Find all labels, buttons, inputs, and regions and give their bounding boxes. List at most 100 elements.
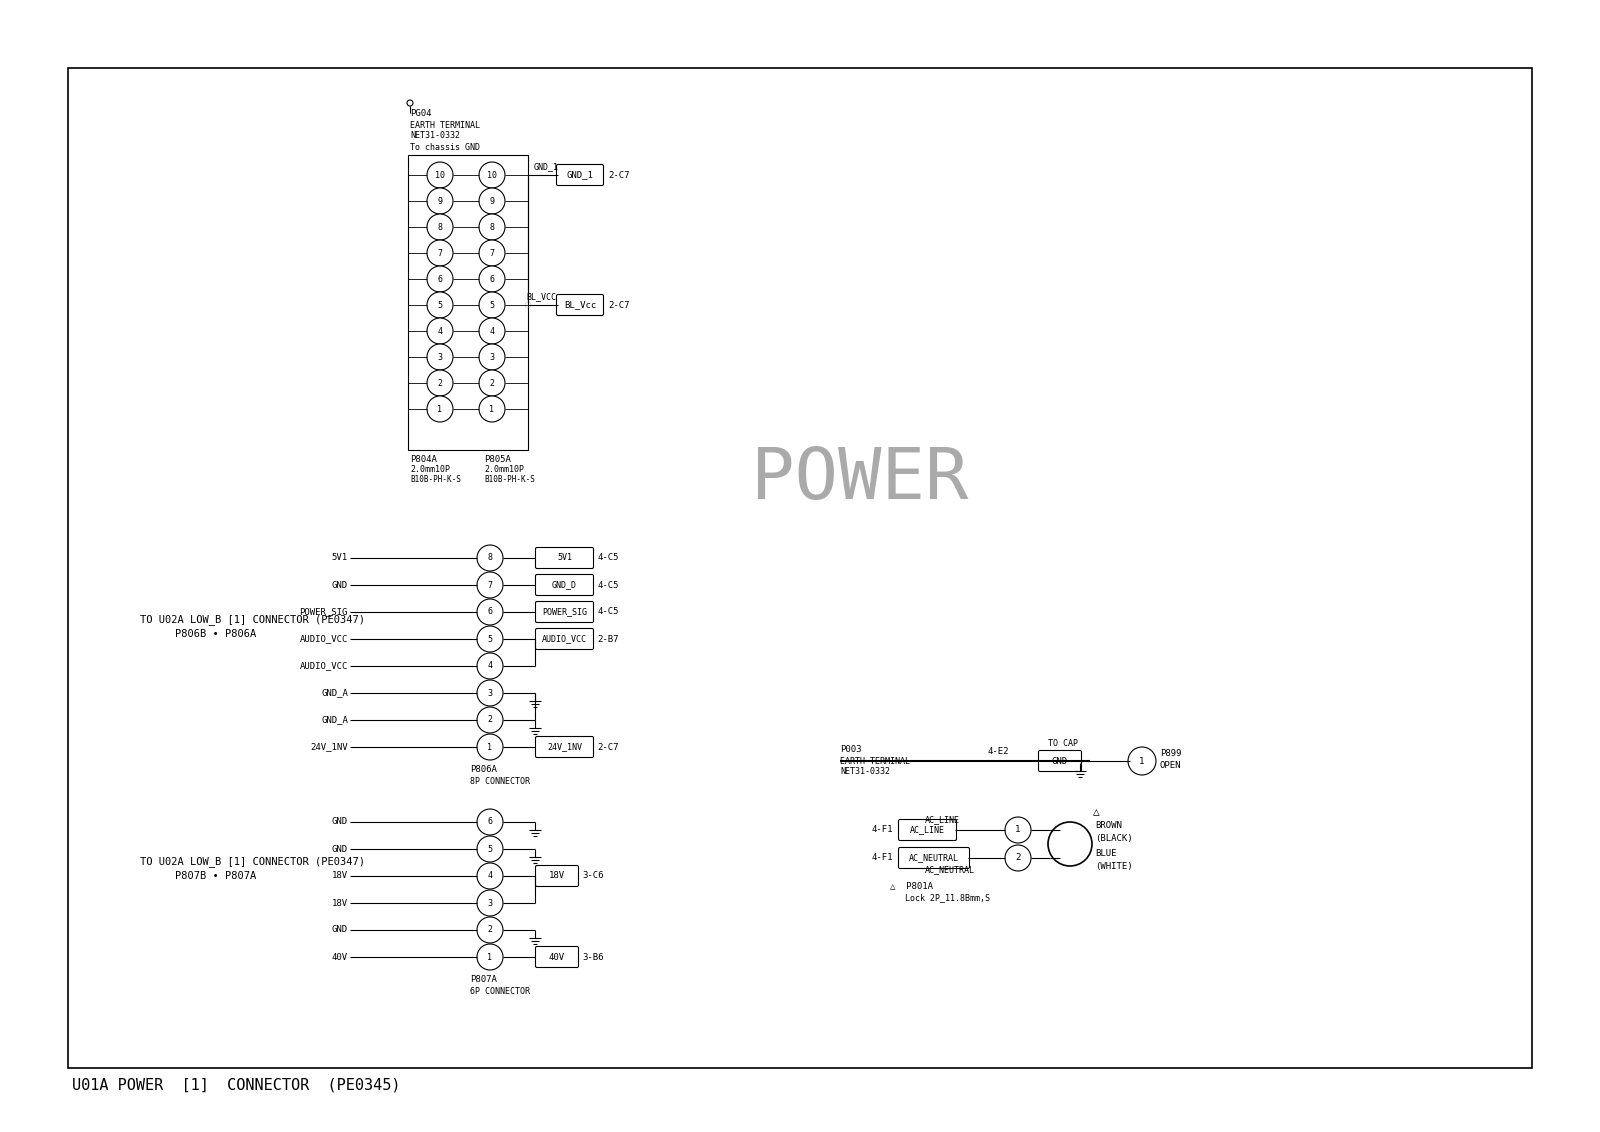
- Text: BL_VCC: BL_VCC: [526, 292, 557, 301]
- Text: GND: GND: [331, 817, 349, 826]
- Text: GND_A: GND_A: [322, 715, 349, 724]
- Text: 5: 5: [437, 300, 443, 309]
- Text: 1: 1: [437, 404, 443, 413]
- Text: 1: 1: [490, 404, 494, 413]
- Text: 4: 4: [437, 326, 443, 335]
- Text: AC_LINE: AC_LINE: [925, 815, 960, 824]
- Text: 8P CONNECTOR: 8P CONNECTOR: [470, 777, 530, 786]
- Circle shape: [406, 100, 413, 106]
- Text: B10B-PH-K-S: B10B-PH-K-S: [483, 475, 534, 484]
- Circle shape: [477, 626, 502, 652]
- Text: 4-E2: 4-E2: [989, 746, 1010, 755]
- Circle shape: [477, 653, 502, 679]
- Text: 1: 1: [488, 952, 493, 961]
- Text: 5V1: 5V1: [557, 554, 573, 563]
- Text: 7: 7: [437, 249, 443, 257]
- Circle shape: [477, 734, 502, 760]
- Text: P806B • P806A: P806B • P806A: [174, 629, 256, 638]
- Text: 7: 7: [488, 581, 493, 590]
- Text: 10: 10: [435, 171, 445, 180]
- Circle shape: [1005, 844, 1030, 871]
- Text: 6P CONNECTOR: 6P CONNECTOR: [470, 986, 530, 995]
- Circle shape: [477, 917, 502, 943]
- Text: AC_LINE: AC_LINE: [910, 825, 946, 834]
- Circle shape: [477, 809, 502, 835]
- Text: 5V1: 5V1: [331, 554, 349, 563]
- Text: 4-F1: 4-F1: [872, 825, 893, 834]
- Text: POWER_SIG: POWER_SIG: [542, 608, 587, 617]
- Circle shape: [478, 188, 506, 214]
- Text: 2-C7: 2-C7: [608, 171, 629, 180]
- Text: 4: 4: [488, 661, 493, 670]
- Text: △: △: [1093, 807, 1099, 817]
- Text: 6: 6: [437, 274, 443, 283]
- Text: 3-B6: 3-B6: [582, 952, 603, 961]
- Circle shape: [478, 396, 506, 422]
- Circle shape: [478, 370, 506, 396]
- FancyBboxPatch shape: [899, 848, 970, 868]
- Circle shape: [427, 162, 453, 188]
- FancyBboxPatch shape: [536, 628, 594, 650]
- Circle shape: [477, 572, 502, 598]
- FancyBboxPatch shape: [536, 601, 594, 623]
- Circle shape: [477, 708, 502, 734]
- Text: 4-C5: 4-C5: [597, 581, 619, 590]
- Circle shape: [427, 396, 453, 422]
- Text: 5: 5: [490, 300, 494, 309]
- Text: U01A POWER  [1]  CONNECTOR  (PE0345): U01A POWER [1] CONNECTOR (PE0345): [72, 1078, 400, 1092]
- Circle shape: [478, 240, 506, 266]
- Text: B10B-PH-K-S: B10B-PH-K-S: [410, 475, 461, 484]
- Text: 4: 4: [490, 326, 494, 335]
- Text: GND: GND: [1051, 756, 1069, 765]
- Circle shape: [525, 302, 531, 308]
- Text: 3: 3: [437, 352, 443, 361]
- Text: POWER: POWER: [752, 446, 968, 515]
- FancyBboxPatch shape: [536, 737, 594, 757]
- Text: 4-C5: 4-C5: [597, 608, 619, 617]
- Text: AUDIO_VCC: AUDIO_VCC: [542, 635, 587, 643]
- Text: 4-C5: 4-C5: [597, 554, 619, 563]
- Circle shape: [427, 240, 453, 266]
- Text: POWER_SIG: POWER_SIG: [299, 608, 349, 617]
- Text: TO U02A LOW_B [1] CONNECTOR (PE0347): TO U02A LOW_B [1] CONNECTOR (PE0347): [141, 615, 365, 626]
- Text: 1: 1: [1139, 756, 1144, 765]
- Text: 24V_1NV: 24V_1NV: [547, 743, 582, 752]
- Circle shape: [477, 944, 502, 970]
- Text: GND_1: GND_1: [534, 163, 558, 172]
- Text: BLUE: BLUE: [1094, 849, 1117, 858]
- Text: PG04: PG04: [410, 109, 432, 118]
- Text: 3: 3: [488, 688, 493, 697]
- Circle shape: [477, 890, 502, 916]
- Text: 9: 9: [490, 197, 494, 206]
- Text: NET31-0332: NET31-0332: [840, 767, 890, 777]
- Text: OPEN: OPEN: [1160, 761, 1181, 770]
- FancyBboxPatch shape: [536, 575, 594, 595]
- Text: 2: 2: [437, 378, 443, 387]
- Text: 2: 2: [1016, 854, 1021, 863]
- Circle shape: [477, 599, 502, 625]
- Text: P899: P899: [1160, 748, 1181, 757]
- Text: P807A: P807A: [470, 975, 498, 984]
- Text: 2.0mm10P: 2.0mm10P: [483, 465, 525, 474]
- Text: 6: 6: [488, 608, 493, 617]
- Circle shape: [427, 344, 453, 370]
- Text: GND: GND: [331, 926, 349, 935]
- FancyBboxPatch shape: [557, 164, 603, 186]
- Circle shape: [1005, 817, 1030, 843]
- Text: 5: 5: [488, 844, 493, 854]
- Text: BL_Vcc: BL_Vcc: [563, 300, 597, 309]
- Text: Lock 2P_11.8Bmm,S: Lock 2P_11.8Bmm,S: [906, 893, 990, 902]
- Circle shape: [427, 292, 453, 318]
- Text: P804A: P804A: [410, 455, 437, 464]
- Circle shape: [427, 370, 453, 396]
- Text: NET31-0332: NET31-0332: [410, 131, 461, 140]
- FancyBboxPatch shape: [536, 866, 579, 886]
- Text: 4: 4: [488, 872, 493, 881]
- Text: 2: 2: [490, 378, 494, 387]
- FancyBboxPatch shape: [536, 946, 579, 968]
- Text: 1: 1: [488, 743, 493, 752]
- Text: AUDIO_VCC: AUDIO_VCC: [299, 661, 349, 670]
- Circle shape: [477, 544, 502, 571]
- Text: P003: P003: [840, 746, 861, 755]
- Text: AC_NEUTRAL: AC_NEUTRAL: [925, 866, 974, 875]
